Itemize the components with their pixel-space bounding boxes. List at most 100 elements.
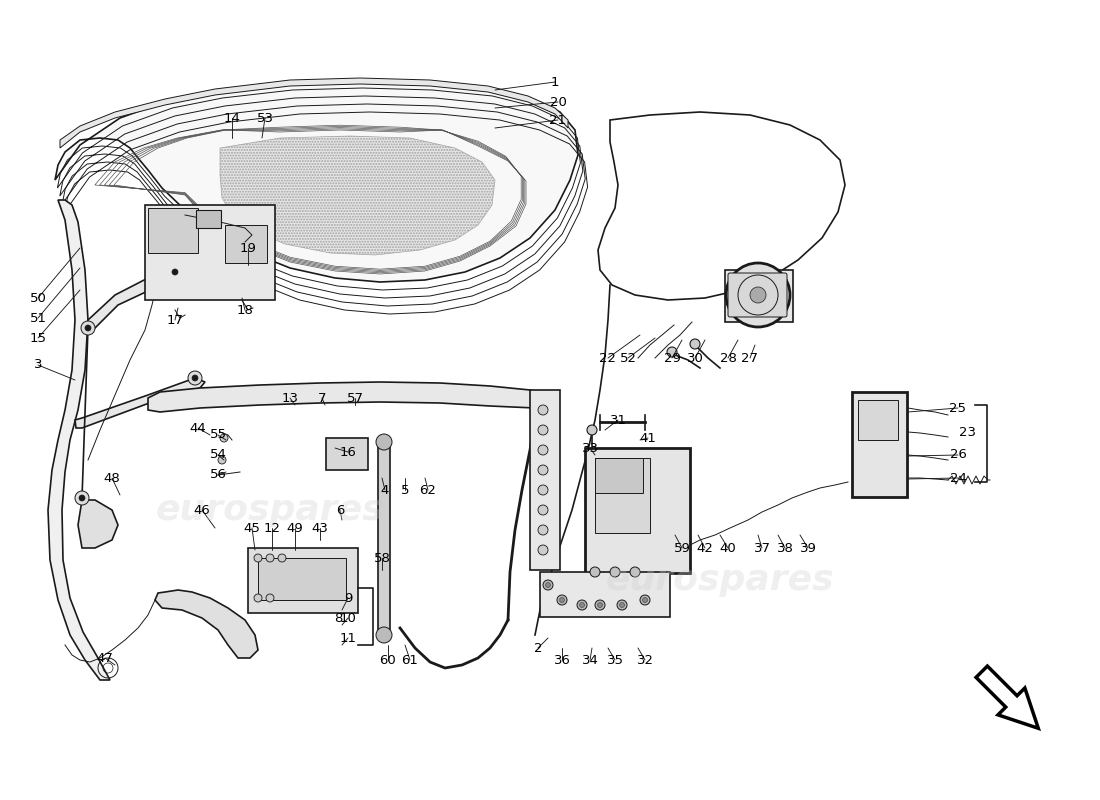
Text: 42: 42 (696, 542, 714, 554)
Text: 49: 49 (287, 522, 304, 534)
Circle shape (376, 434, 392, 450)
Text: 9: 9 (344, 591, 352, 605)
Polygon shape (55, 80, 578, 282)
Text: 39: 39 (800, 542, 816, 554)
Polygon shape (976, 666, 1038, 728)
Text: 56: 56 (210, 469, 227, 482)
FancyBboxPatch shape (540, 572, 670, 617)
Circle shape (538, 425, 548, 435)
Text: 40: 40 (719, 542, 736, 554)
Polygon shape (155, 590, 258, 658)
Circle shape (538, 445, 548, 455)
Text: 33: 33 (582, 442, 598, 454)
Text: 44: 44 (189, 422, 207, 434)
Text: 54: 54 (210, 449, 227, 462)
Text: 51: 51 (30, 311, 46, 325)
Circle shape (750, 287, 766, 303)
Text: 12: 12 (264, 522, 280, 534)
Circle shape (254, 594, 262, 602)
Text: 31: 31 (609, 414, 627, 426)
Text: 32: 32 (637, 654, 653, 666)
Text: 26: 26 (949, 449, 967, 462)
Circle shape (538, 405, 548, 415)
Text: 18: 18 (236, 303, 253, 317)
Text: 11: 11 (340, 631, 356, 645)
Text: 21: 21 (550, 114, 566, 126)
Text: 62: 62 (419, 483, 437, 497)
Text: 50: 50 (30, 291, 46, 305)
Polygon shape (78, 500, 118, 548)
FancyBboxPatch shape (326, 438, 368, 470)
Circle shape (81, 321, 95, 335)
Text: 20: 20 (550, 95, 566, 109)
Circle shape (192, 375, 198, 381)
Circle shape (168, 265, 182, 279)
Text: 34: 34 (582, 654, 598, 666)
Circle shape (218, 456, 226, 464)
FancyBboxPatch shape (725, 270, 793, 322)
Text: eurospares: eurospares (606, 563, 834, 597)
FancyBboxPatch shape (585, 448, 690, 573)
Text: 60: 60 (379, 654, 396, 666)
Text: 43: 43 (311, 522, 329, 534)
Circle shape (619, 602, 625, 607)
Circle shape (538, 545, 548, 555)
Text: 48: 48 (103, 471, 120, 485)
Text: 17: 17 (166, 314, 184, 326)
Text: 19: 19 (240, 242, 256, 254)
Text: 24: 24 (949, 471, 967, 485)
Text: 57: 57 (346, 391, 363, 405)
Circle shape (79, 495, 85, 501)
Text: 29: 29 (663, 351, 681, 365)
Circle shape (538, 505, 548, 515)
FancyBboxPatch shape (530, 390, 560, 570)
Circle shape (560, 598, 564, 602)
Circle shape (610, 567, 620, 577)
FancyBboxPatch shape (145, 205, 275, 300)
Text: 59: 59 (673, 542, 691, 554)
Polygon shape (48, 200, 110, 680)
Circle shape (254, 554, 262, 562)
Circle shape (630, 567, 640, 577)
Circle shape (587, 425, 597, 435)
Circle shape (580, 602, 584, 607)
FancyBboxPatch shape (196, 210, 221, 228)
Circle shape (172, 269, 178, 275)
Text: 53: 53 (256, 111, 274, 125)
Text: 55: 55 (209, 429, 227, 442)
Circle shape (266, 594, 274, 602)
Circle shape (538, 525, 548, 535)
FancyBboxPatch shape (852, 392, 907, 497)
Circle shape (188, 371, 202, 385)
Text: 30: 30 (686, 351, 703, 365)
Text: 8: 8 (333, 611, 342, 625)
Circle shape (617, 600, 627, 610)
Circle shape (667, 347, 676, 357)
Circle shape (75, 491, 89, 505)
FancyBboxPatch shape (728, 273, 786, 317)
Text: 38: 38 (777, 542, 793, 554)
FancyBboxPatch shape (595, 458, 650, 533)
Polygon shape (88, 272, 182, 330)
Text: 13: 13 (282, 391, 298, 405)
Text: 41: 41 (639, 431, 657, 445)
Text: 46: 46 (194, 503, 210, 517)
Text: 27: 27 (741, 351, 759, 365)
Text: 10: 10 (340, 611, 356, 625)
Text: eurospares: eurospares (156, 493, 384, 527)
Text: 37: 37 (754, 542, 770, 554)
Text: 1: 1 (551, 75, 559, 89)
Text: 47: 47 (97, 651, 113, 665)
Circle shape (546, 582, 550, 587)
Text: 15: 15 (30, 331, 46, 345)
Circle shape (266, 554, 274, 562)
FancyBboxPatch shape (148, 208, 198, 253)
Text: 25: 25 (949, 402, 967, 414)
Text: 5: 5 (400, 483, 409, 497)
Circle shape (642, 598, 648, 602)
FancyBboxPatch shape (226, 225, 267, 263)
FancyBboxPatch shape (258, 558, 346, 600)
Circle shape (690, 339, 700, 349)
Circle shape (726, 263, 790, 327)
Text: 52: 52 (619, 351, 637, 365)
